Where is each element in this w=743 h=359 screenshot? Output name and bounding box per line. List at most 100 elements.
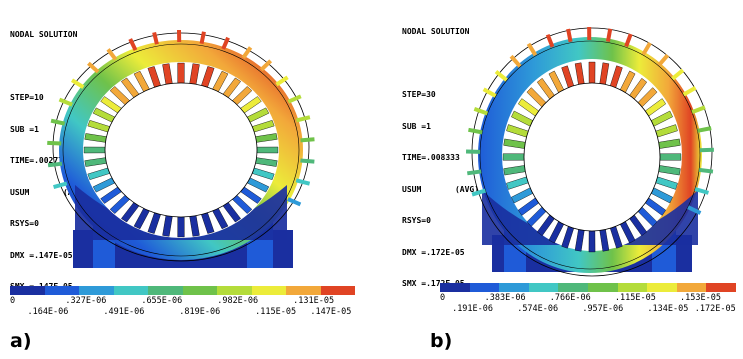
stator-fin xyxy=(698,167,714,174)
info-sub: SUB =1 xyxy=(10,124,39,134)
figure-label-b: b) xyxy=(430,330,453,352)
legend-tick: .164E-06 xyxy=(27,307,69,317)
stator-fin xyxy=(471,188,486,197)
stator-fin xyxy=(287,94,302,104)
legend-tick: .982E-06 xyxy=(217,296,259,306)
contour-legend xyxy=(440,283,736,292)
stator-teeth xyxy=(83,62,279,238)
legend-color-cell xyxy=(469,283,500,292)
stator-fin xyxy=(468,127,483,135)
stator-fin xyxy=(671,68,685,81)
legend-color-cell xyxy=(499,283,529,292)
stator-fin xyxy=(287,197,302,207)
legend-color-cell xyxy=(217,286,252,295)
legend-color-cell xyxy=(286,286,321,295)
legend-color-cell xyxy=(706,283,736,292)
legend-tick: 0 xyxy=(440,293,446,303)
stator-fin xyxy=(128,38,138,51)
stator-fin xyxy=(694,187,709,195)
stator-tooth xyxy=(588,230,596,253)
legend-top-ticks: 0 .383E-06 .766E-06 .115E-05 .153E-05 xyxy=(440,293,736,305)
legend-color-cell xyxy=(182,286,217,295)
legend-color-cell xyxy=(320,286,355,295)
info-dmx: DMX =.147E-05 xyxy=(10,250,73,260)
legend-color-cell xyxy=(676,283,707,292)
legend-color-cell xyxy=(647,283,677,292)
panel-a: NODAL SOLUTION STEP=10 SUB =1 TIME=.0027… xyxy=(0,0,370,359)
legend-tick: .491E-06 xyxy=(103,307,145,317)
legend-tick: .574E-06 xyxy=(517,304,559,314)
stator-fin xyxy=(106,48,118,61)
info-step: STEP=10 xyxy=(10,93,44,102)
legend-bottom-ticks: .164E-06 .491E-06 .819E-06 .115E-05 .147… xyxy=(10,307,355,319)
stator-fin xyxy=(152,31,159,45)
legend-tick: .147E-05 xyxy=(310,307,352,317)
stator-fin xyxy=(526,42,538,57)
legend-color-cell xyxy=(617,283,648,292)
legend-color-cell xyxy=(528,283,559,292)
legend-color-cell xyxy=(587,283,618,292)
stator-fin xyxy=(87,61,100,74)
legend-tick: .327E-06 xyxy=(65,296,107,306)
legend-tick: .819E-06 xyxy=(179,307,221,317)
legend-bottom-ticks: .191E-06 .574E-06 .957E-06 .134E-05 .172… xyxy=(440,304,736,316)
legend-color-cell xyxy=(79,286,114,295)
info-sub: SUB =1 xyxy=(402,121,431,131)
stator-fin xyxy=(699,147,714,153)
stator-tooth xyxy=(177,62,185,84)
legend-tick: .115E-05 xyxy=(614,293,656,303)
legend-color-cell xyxy=(113,286,148,295)
panel-b: NODAL SOLUTION STEP=30 SUB =1 TIME=.0083… xyxy=(372,0,743,359)
legend-color-cell xyxy=(148,286,183,295)
stator-fin xyxy=(199,31,206,44)
stator-fin xyxy=(605,28,613,42)
stator-fin xyxy=(53,181,68,190)
legend-tick: .172E-05 xyxy=(694,304,736,314)
stator-bore xyxy=(104,82,258,218)
legend-tick: .655E-06 xyxy=(141,296,183,306)
info-title: NODAL SOLUTION xyxy=(402,27,470,36)
stator-fin xyxy=(657,53,670,67)
stator-tooth xyxy=(659,153,682,161)
stator-fin xyxy=(482,87,497,98)
stator-fin xyxy=(697,126,712,133)
legend-tick: .957E-06 xyxy=(582,304,624,314)
stator-fin xyxy=(50,118,66,126)
legend-tick: .153E-05 xyxy=(679,293,721,303)
info-time: TIME=.008333 xyxy=(402,153,460,162)
stator-tooth xyxy=(502,153,525,161)
legend-color-cell xyxy=(251,286,286,295)
stator-fins xyxy=(465,26,714,215)
stator-fin xyxy=(566,28,573,43)
info-step: STEP=30 xyxy=(402,90,436,99)
legend-tick: .383E-06 xyxy=(484,293,526,303)
legend-tick: .134E-05 xyxy=(647,304,689,314)
stator-bore xyxy=(523,82,661,232)
outline-circle xyxy=(62,43,300,257)
stator-fin xyxy=(509,54,522,68)
stator-contour-plot-b xyxy=(465,26,714,277)
stator-fin xyxy=(295,115,311,123)
stator-contour-plot-a xyxy=(47,29,315,268)
stator-fin xyxy=(58,97,73,107)
stator-fin xyxy=(641,41,652,56)
legend-color-cell xyxy=(558,283,588,292)
info-rsys: RSYS=0 xyxy=(10,219,39,228)
stator-fin xyxy=(295,178,311,186)
stator-fin xyxy=(624,33,633,48)
stator-fin xyxy=(300,158,315,164)
stator-tooth xyxy=(177,216,185,238)
outline-circle xyxy=(479,40,701,270)
info-dmx: DMX =.172E-05 xyxy=(402,247,465,257)
legend-color-cell xyxy=(44,286,79,295)
stator-fin xyxy=(545,33,555,48)
info-time: TIME=.002778 xyxy=(10,156,68,165)
figure-label-a: a) xyxy=(10,330,32,352)
stator-fin xyxy=(241,46,253,59)
stator-bottom-region xyxy=(75,185,287,240)
legend-color-cell xyxy=(440,283,470,292)
stator-fin xyxy=(300,137,315,143)
stator-fin xyxy=(473,106,489,116)
stator-fin xyxy=(70,78,85,89)
stator-fin xyxy=(691,105,706,114)
